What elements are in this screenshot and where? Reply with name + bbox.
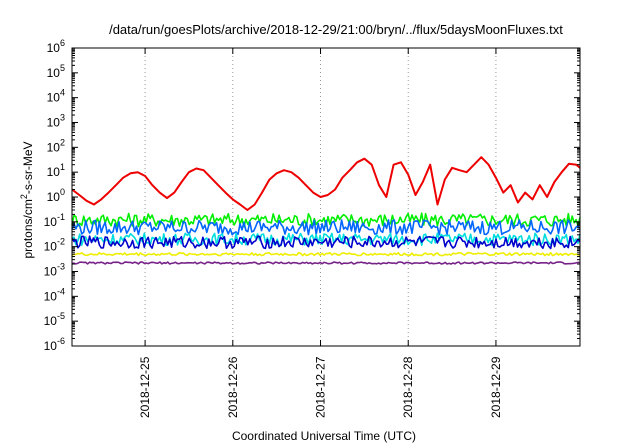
y-tick-label: 106 <box>47 38 65 55</box>
y-tick-label: 104 <box>47 88 65 105</box>
plot-frame <box>71 47 581 347</box>
y-tick-label: 10-6 <box>44 336 65 353</box>
series-line <box>71 219 581 236</box>
series-line <box>71 212 581 228</box>
y-tick-label: 10-5 <box>44 311 65 328</box>
series-line <box>71 156 581 211</box>
x-tick-label: 2018-12-25 <box>138 356 152 418</box>
y-axis-label: protons/cm2-s-sr-MeV <box>19 141 35 258</box>
series-line <box>71 251 581 257</box>
series-line <box>71 235 581 250</box>
y-tick-label: 10-2 <box>44 237 65 254</box>
y-tick-label: 101 <box>47 162 65 179</box>
x-tick-label: 2018-12-27 <box>314 356 328 418</box>
y-tick-label: 10-1 <box>44 212 65 229</box>
y-tick-label: 10-3 <box>44 262 65 279</box>
y-axis: 106 105 104 103 102 101 100 10-1 10-2 10-3 10-4 10-… <box>44 38 580 353</box>
series-group <box>71 156 581 265</box>
y-tick-label: 100 <box>47 187 65 204</box>
y-tick-label: 10-4 <box>44 286 65 303</box>
x-tick-label: 2018-12-28 <box>401 356 415 418</box>
x-axis: 2018-12-25 2018-12-26 2018-12-27 2018-12-28… <box>138 48 503 418</box>
chart-title: /data/run/goesPlots/archive/2018-12-29/2… <box>109 22 563 37</box>
x-tick-label: 2018-12-29 <box>489 356 503 418</box>
series-line <box>71 261 581 265</box>
y-tick-label: 103 <box>47 113 65 130</box>
y-tick-label: 105 <box>47 63 65 80</box>
x-tick-label: 2018-12-26 <box>226 356 240 418</box>
x-axis-label: Coordinated Universal Time (UTC) <box>232 429 416 443</box>
y-tick-label: 102 <box>47 137 65 154</box>
